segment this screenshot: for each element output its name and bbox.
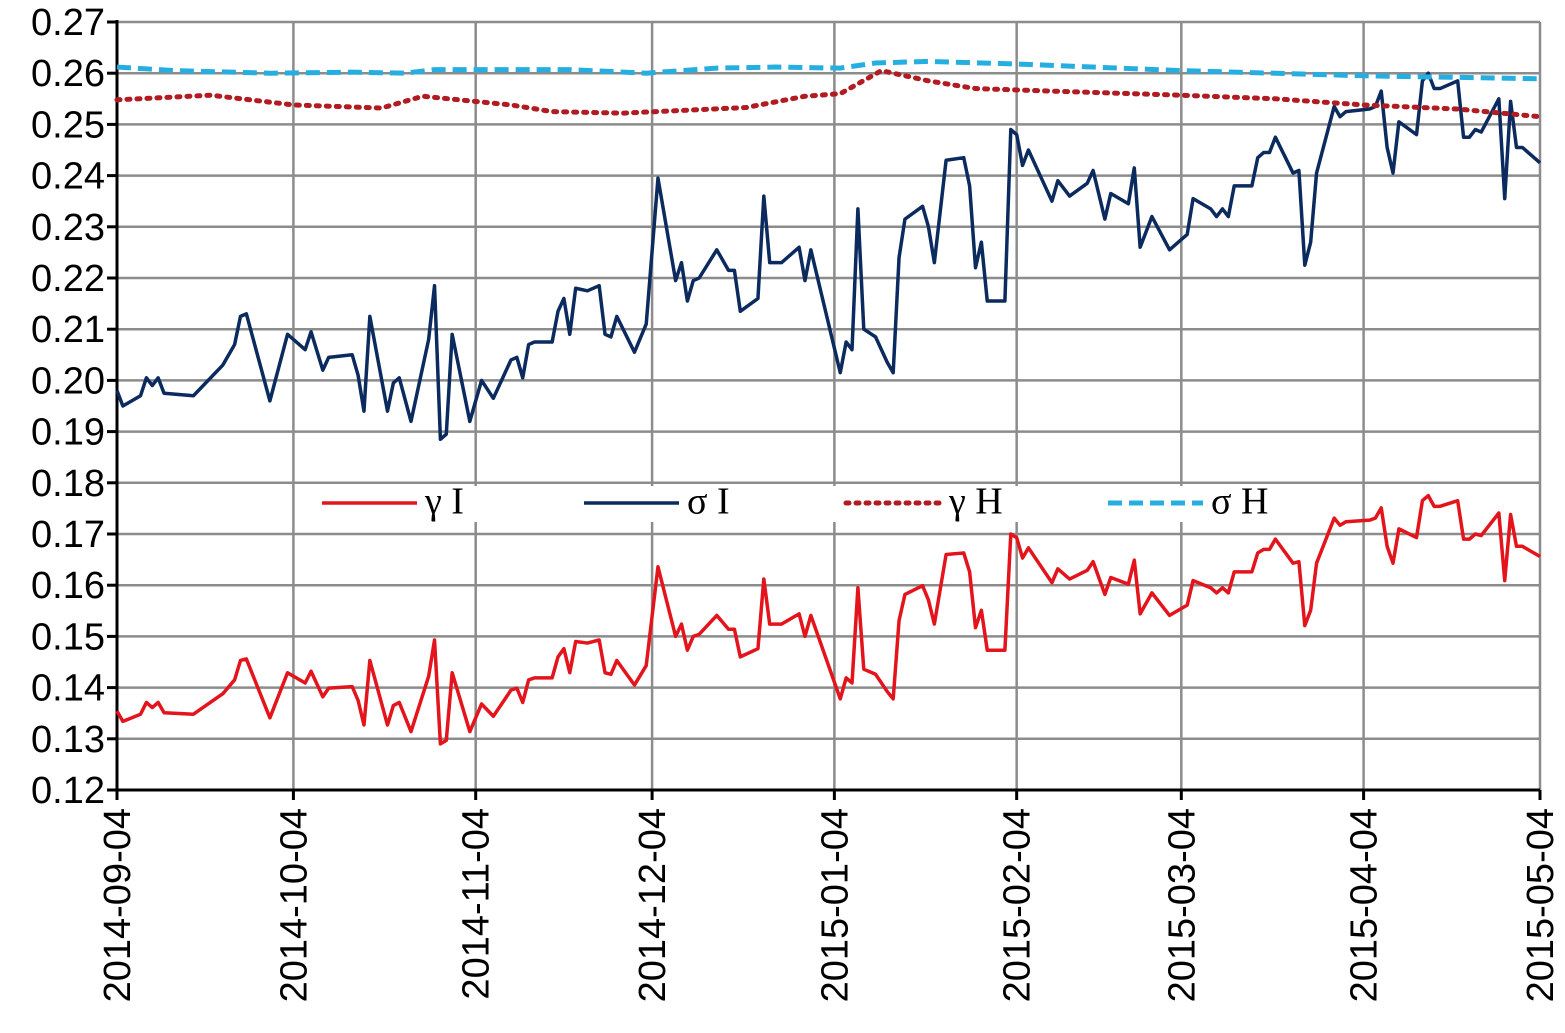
legend-label: γ H — [948, 481, 1003, 523]
legend-label: γ I — [424, 481, 464, 523]
series-line — [115, 71, 1542, 442]
legend-label: σ I — [687, 481, 730, 523]
y-tick-label: 0.26 — [31, 53, 105, 95]
x-tick-label: 2015-05-04 — [1520, 808, 1562, 1002]
series-line — [114, 68, 1543, 120]
x-tick-label: 2015-02-04 — [997, 808, 1039, 1002]
y-tick-label: 0.20 — [31, 360, 105, 402]
series-line — [116, 58, 1541, 82]
x-tick-label: 2014-09-04 — [97, 808, 139, 1002]
y-tick-label: 0.16 — [31, 565, 105, 607]
y-tick-label: 0.14 — [31, 668, 105, 710]
y-tick-label: 0.27 — [31, 2, 105, 44]
y-tick-label: 0.22 — [31, 258, 105, 300]
y-tick-label: 0.15 — [31, 616, 105, 658]
x-tick-label: 2014-11-04 — [456, 808, 498, 1000]
y-tick-label: 0.25 — [31, 104, 105, 146]
y-tick-label: 0.18 — [31, 463, 105, 505]
y-tick-label: 0.19 — [31, 412, 105, 454]
x-tick-label: 2015-03-04 — [1161, 808, 1203, 1002]
series-line — [115, 493, 1541, 746]
y-tick-label: 0.23 — [31, 207, 105, 249]
y-tick-label: 0.24 — [31, 156, 105, 198]
y-tick-label: 0.13 — [31, 719, 105, 761]
y-tick-label: 0.12 — [31, 770, 105, 812]
x-tick-label: 2014-12-04 — [632, 808, 674, 1002]
x-tick-label: 2015-04-04 — [1344, 808, 1386, 1002]
x-tick-label: 2014-10-04 — [273, 808, 315, 1002]
y-tick-label: 0.21 — [31, 309, 105, 351]
legend-label: σ H — [1211, 481, 1268, 523]
y-tick-label: 0.17 — [31, 514, 105, 556]
x-tick-label: 2015-01-04 — [814, 808, 856, 1002]
